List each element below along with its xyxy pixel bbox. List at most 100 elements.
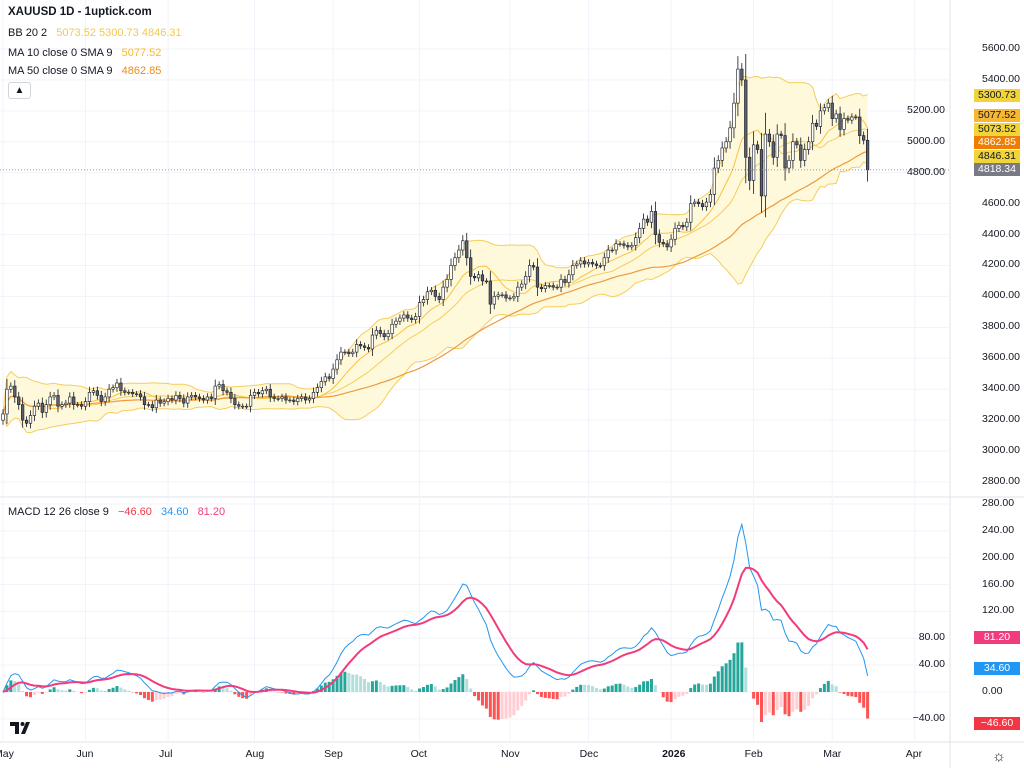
macd-histogram-bar [642,681,646,692]
candle-up [248,395,253,407]
candle-down [170,398,174,401]
candle-down [123,390,127,393]
candle-down [653,211,657,235]
candle-up [48,396,52,405]
macd-histogram-bar [378,681,382,692]
candle-up [736,68,740,104]
macd-histogram-bar [681,692,685,696]
candle-up [162,401,166,404]
candle-up [319,381,323,388]
macd-histogram-bar [818,688,822,692]
macd-histogram-bar [480,692,484,706]
macd-histogram-bar [555,692,559,700]
candle-down [465,240,469,259]
macd-histogram-bar [500,692,504,720]
macd-histogram-bar [64,690,68,692]
macd-histogram-bar [559,692,563,697]
macd-histogram-bar [249,692,253,696]
macd-histogram-bar [854,692,858,698]
candle-up [260,390,264,395]
time-tick-label: Aug [245,748,265,760]
candle-down [799,144,803,161]
candle-up [83,401,88,407]
macd-badge: 81.20 [974,630,1020,644]
candle-down [531,265,536,268]
macd-histogram-bar [697,683,701,692]
collapse-legend-button[interactable]: ▲ [8,82,31,99]
macd-histogram-bar [850,692,854,697]
macd-tick-label: 160.00 [982,577,1015,590]
candle-up [618,243,622,245]
candle-up [36,402,40,407]
candle-up [280,396,284,399]
price-tick-label: 5600.00 [982,42,1020,54]
price-badge: 4862.85 [974,136,1020,150]
candle-up [398,317,402,322]
candle-down [535,266,540,288]
macd-histogram-bar [469,688,473,692]
candle-up [850,116,854,121]
candle-up [704,201,709,208]
candle-down [119,382,123,392]
price-tick-label: 5200.00 [907,103,945,116]
candle-up [276,398,280,400]
bb-upper-value: 5300.73 [99,27,139,39]
candle-down [697,201,701,204]
macd-histogram-bar [614,683,618,692]
candle-up [335,359,339,370]
candle-up [417,302,422,317]
gear-icon[interactable]: ☼ [992,748,1006,765]
macd-histogram-bar [29,692,33,698]
macd-histogram-bar [433,686,437,692]
macd-histogram-bar [127,690,131,692]
macd-histogram-bar [95,688,99,692]
bb-basis [2,128,868,415]
macd-histogram-bar [634,687,638,692]
ma10-legend: MA 10 close 0 SMA 9 5077.52 [8,47,161,59]
macd-histogram-bar [394,685,398,692]
bb-basis-value: 5073.52 [56,27,96,39]
time-tick-label: Dec [579,748,599,760]
macd-histogram-bar [194,691,198,692]
price-tick-label: 3000.00 [982,444,1020,457]
tradingview-logo[interactable] [8,718,34,738]
price-badge: 5300.73 [974,88,1020,102]
bb-label: BB 20 2 [8,27,48,39]
candle-up [775,133,779,158]
macd-badge: −46.60 [974,716,1020,730]
macd-histogram-bar [571,689,575,692]
macd-histogram-bar [539,692,543,697]
candle-down [645,218,650,223]
candle-down [182,398,186,404]
macd-histogram-bar [610,685,614,692]
macd-histogram-bar [752,692,756,699]
macd-histogram-bar [488,692,492,717]
candle-up [496,294,500,297]
macd-histogram-bar [60,690,64,692]
macd-tick-label: 200.00 [982,550,1015,563]
macd-histogram-bar [103,690,107,692]
candle-down [626,245,630,248]
macd-histogram-bar [398,685,402,692]
price-tick-label: 3400.00 [982,382,1020,395]
candle-down [814,122,819,127]
candle-down [21,404,25,421]
macd-histogram-bar [508,692,512,718]
macd-histogram-bar [685,692,689,694]
candle-up [331,368,335,379]
candle-up [245,405,249,408]
candle-down [24,419,29,424]
candle-down [284,396,288,401]
candle-up [60,404,64,407]
macd-histogram-bar [115,686,119,692]
candle-down [410,317,414,320]
macd-histogram-bar [461,674,465,692]
candle-up [166,398,170,402]
macd-histogram-bar [626,686,630,692]
candle-up [76,404,80,406]
candle-down [759,149,764,197]
candle-up [87,392,92,402]
macd-histogram-bar [319,685,323,692]
ma10-label: MA 10 close 0 SMA 9 [8,47,113,59]
